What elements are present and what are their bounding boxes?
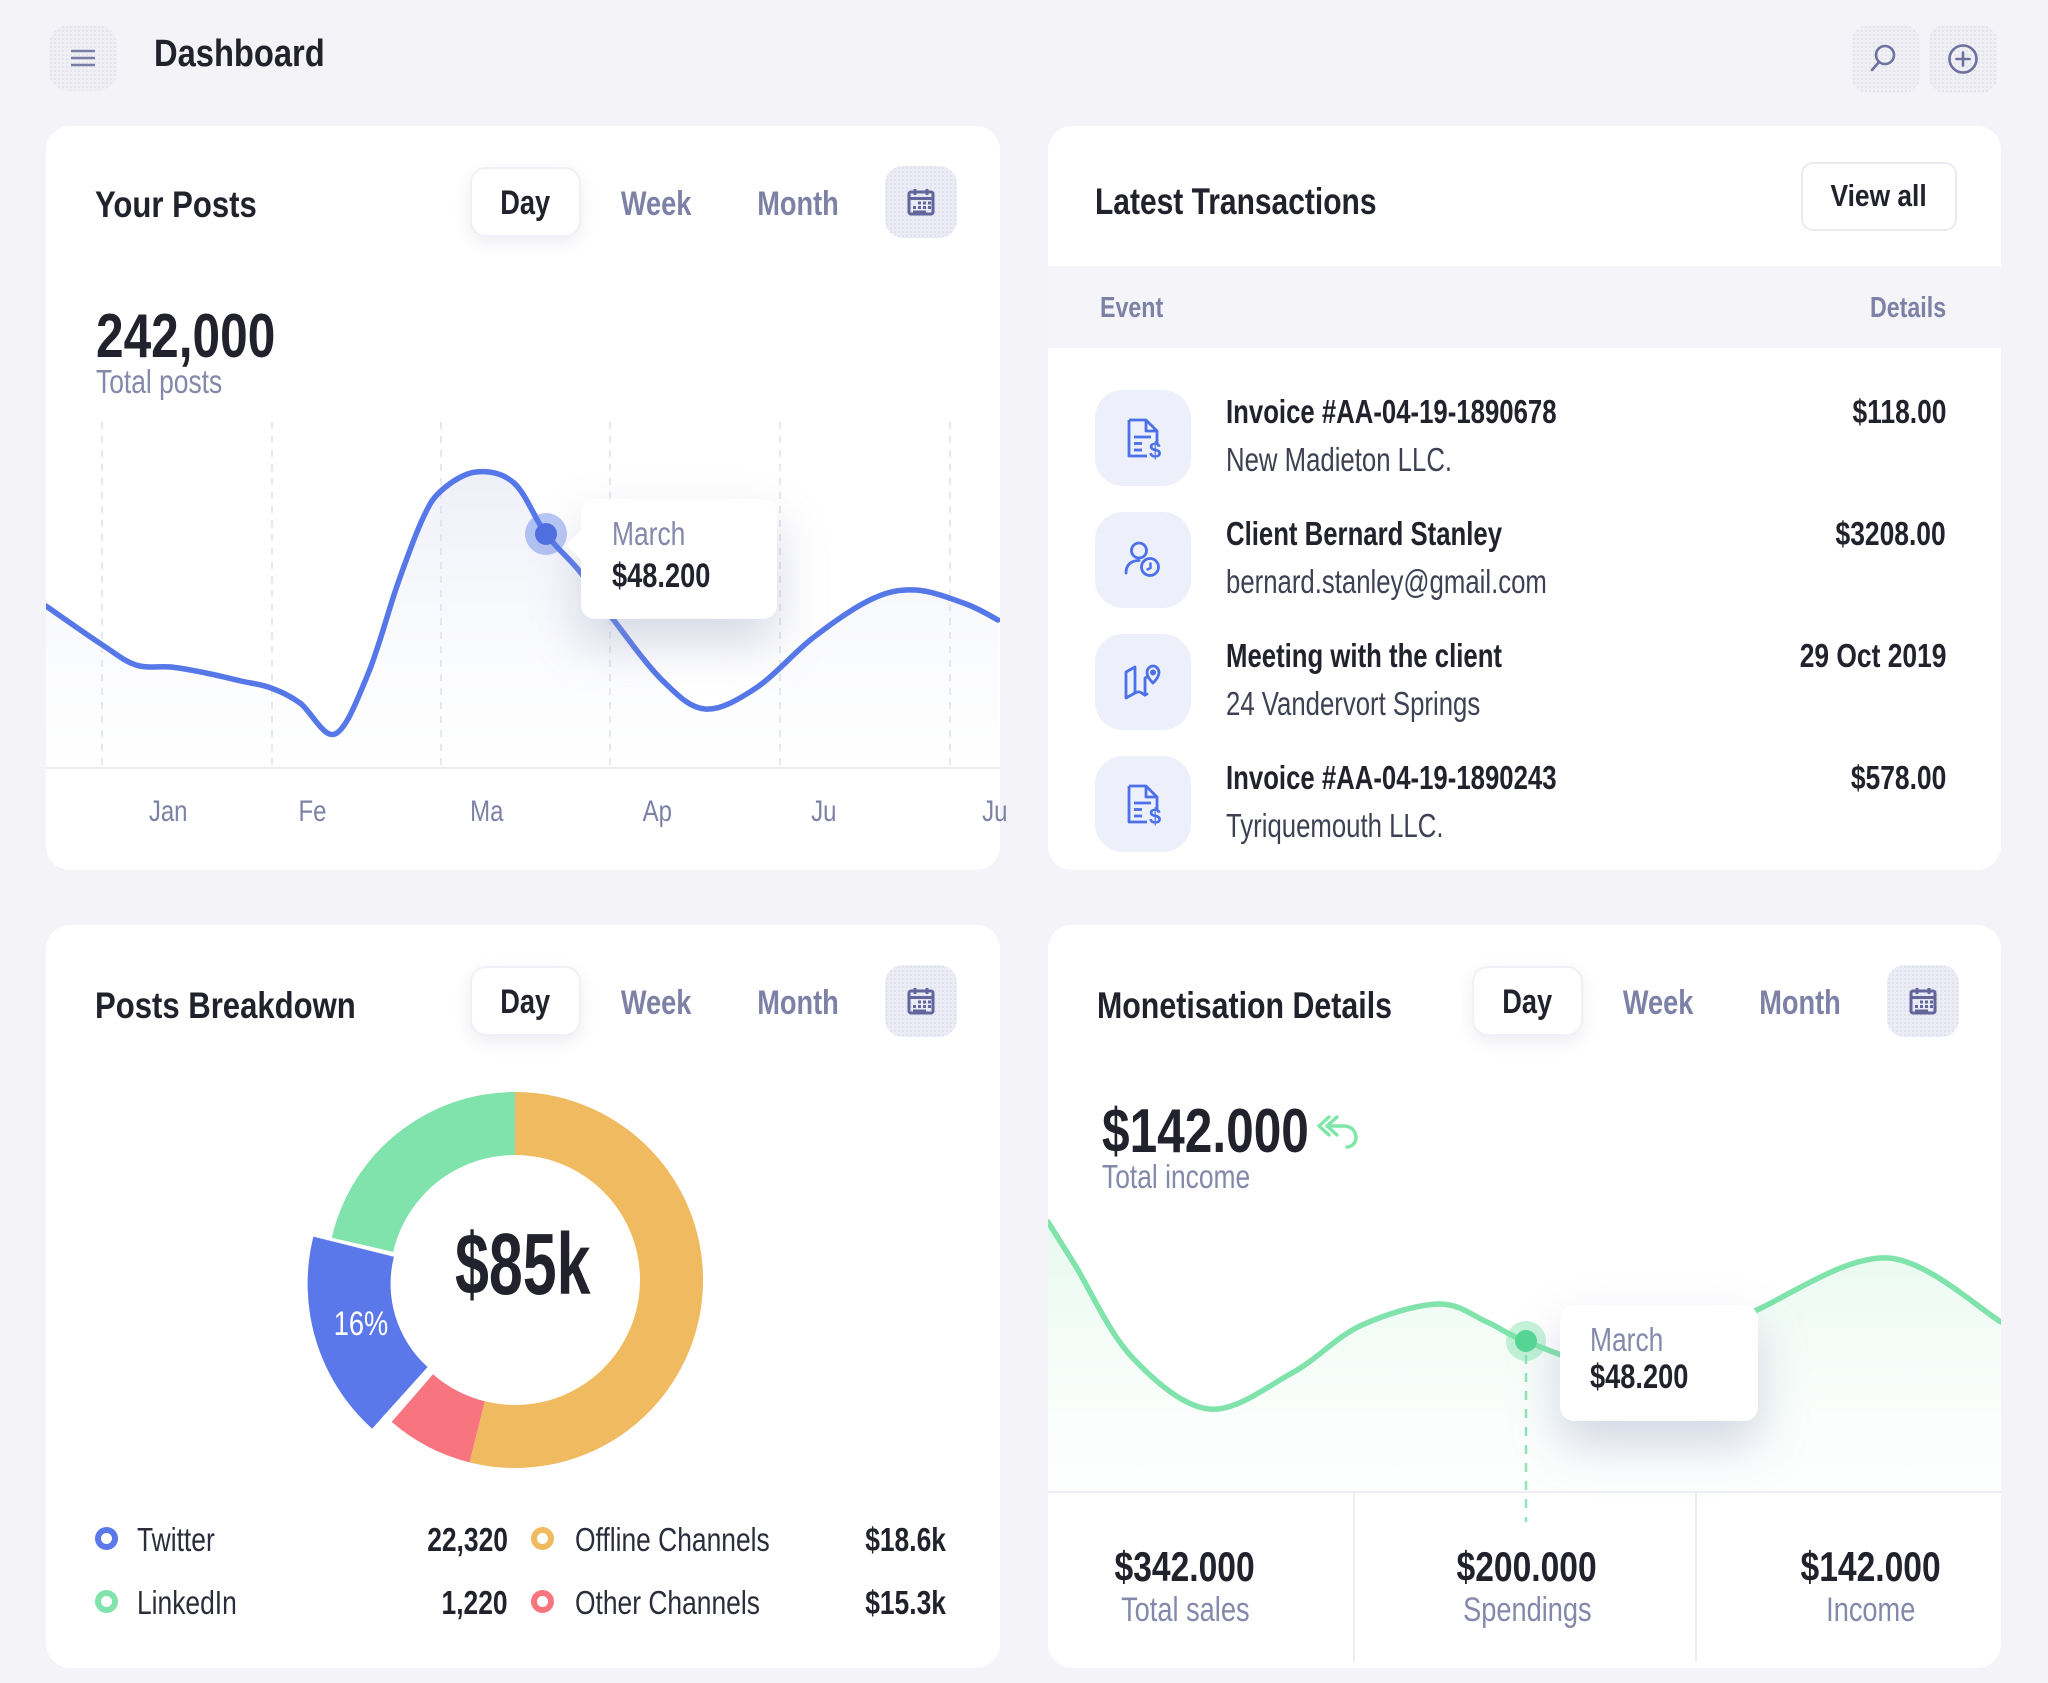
svg-text:$: $	[1149, 438, 1161, 460]
svg-text:$: $	[1149, 804, 1161, 826]
